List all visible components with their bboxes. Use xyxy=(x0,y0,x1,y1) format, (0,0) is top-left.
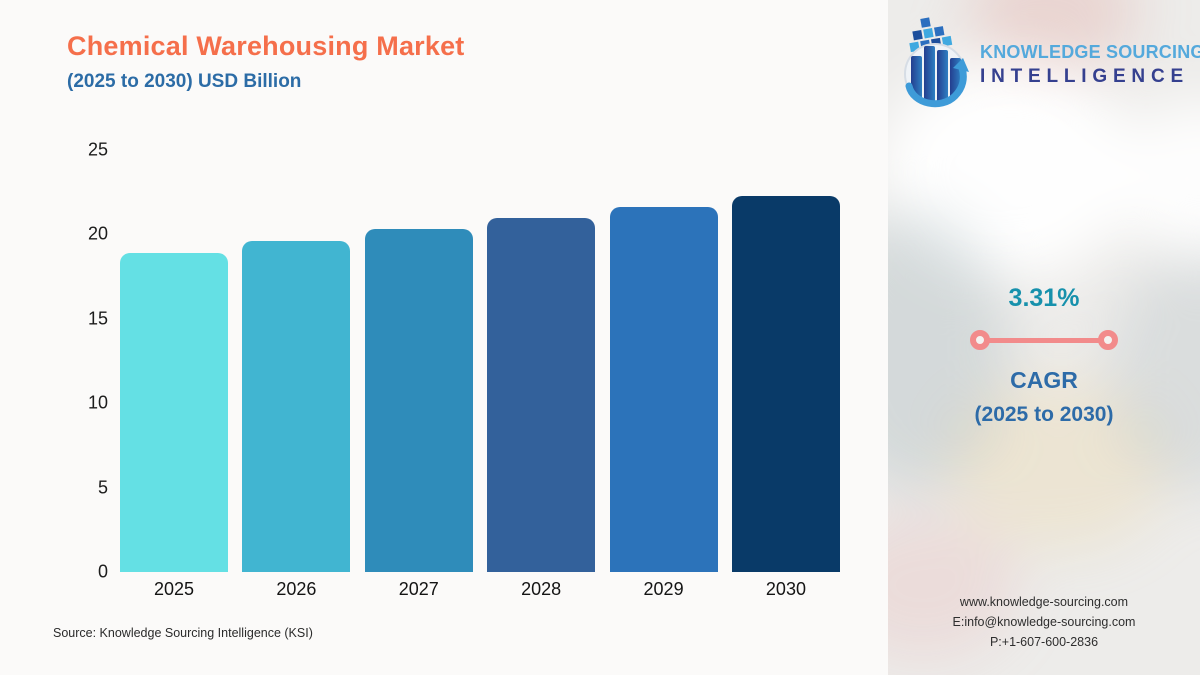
cagr-value: 3.31% xyxy=(1008,284,1080,312)
y-tick-label: 20 xyxy=(87,223,108,244)
page-title: Chemical Warehousing Market xyxy=(67,31,465,61)
x-tick-label: 2030 xyxy=(765,579,806,599)
blurred-background-image xyxy=(888,0,1200,675)
line-endpoint-circle-icon xyxy=(970,330,990,350)
globe-bars-arrow-icon xyxy=(901,16,973,113)
contact-email: E:info@knowledge-sourcing.com xyxy=(952,615,1136,629)
bar-2025 xyxy=(120,252,228,572)
company-logo: KNOWLEDGE SOURCING INTELLIGENCE xyxy=(901,16,1200,113)
contact-website: www.knowledge-sourcing.com xyxy=(959,595,1129,609)
x-tick-label: 2028 xyxy=(521,579,562,599)
contact-phone: P:+1-607-600-2836 xyxy=(989,635,1099,649)
y-tick-label: 15 xyxy=(87,308,108,329)
y-tick-label: 5 xyxy=(97,477,108,498)
cagr-range-line xyxy=(970,330,1118,350)
line-endpoint-circle-icon xyxy=(1098,330,1118,350)
line-segment xyxy=(988,337,1100,343)
x-tick-label: 2026 xyxy=(276,579,317,599)
cagr-range: (2025 to 2030) xyxy=(974,403,1114,426)
y-tick-label: 25 xyxy=(87,139,108,160)
x-tick-label: 2025 xyxy=(153,579,195,599)
y-tick-label: 10 xyxy=(87,392,108,413)
right-panel: KNOWLEDGE SOURCING INTELLIGENCE 3.31% CA… xyxy=(888,0,1200,675)
x-tick-label: 2027 xyxy=(398,579,439,599)
bar-2029 xyxy=(609,207,718,572)
logo-line2: INTELLIGENCE xyxy=(980,65,1189,87)
x-axis: 2025 2026 2027 2028 2029 2030 xyxy=(120,579,840,600)
bar-2030 xyxy=(731,195,840,572)
bar-2027 xyxy=(364,229,473,572)
y-tick-label: 0 xyxy=(97,561,108,582)
company-logo-text: KNOWLEDGE SOURCING INTELLIGENCE xyxy=(980,42,1200,88)
bar-2028 xyxy=(487,217,596,572)
logo-line1: KNOWLEDGE SOURCING xyxy=(980,41,1200,62)
source-note: Source: Knowledge Sourcing Intelligence … xyxy=(53,626,313,640)
contact-info: www.knowledge-sourcing.com E:info@knowle… xyxy=(888,592,1200,652)
cagr-label: CAGR xyxy=(1010,367,1078,393)
y-axis: 0 5 10 15 20 25 xyxy=(0,140,108,582)
bar-2026 xyxy=(242,241,351,572)
page-subtitle: (2025 to 2030) USD Billion xyxy=(67,71,302,92)
bar-chart-plot-area xyxy=(120,150,840,572)
x-tick-label: 2029 xyxy=(643,579,684,599)
